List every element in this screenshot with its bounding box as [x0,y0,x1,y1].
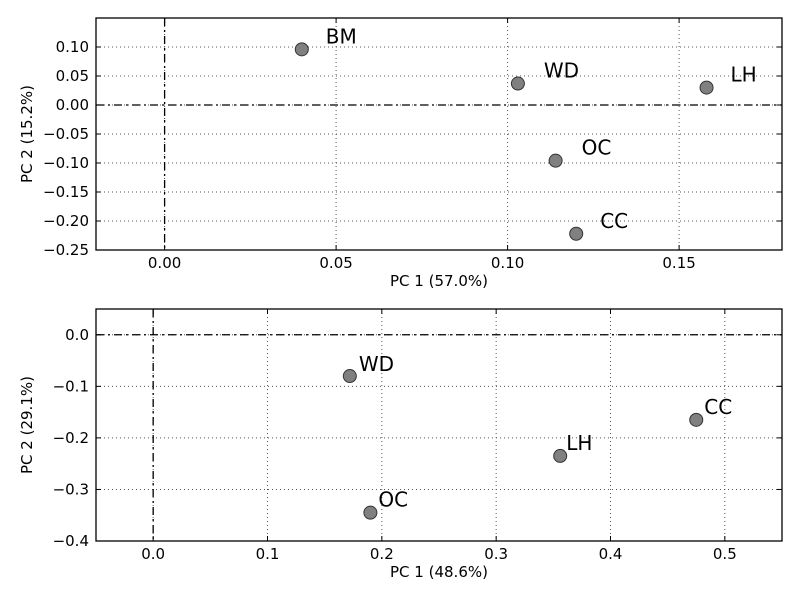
data-point-lh [699,80,714,95]
x-tick-label: 0.0 [141,545,165,563]
y-tick-label: −0.05 [43,125,89,143]
point-label-wd: WD [359,352,394,376]
y-tick-label: −0.20 [43,212,89,230]
y-tick-label: −0.10 [43,154,89,172]
y-axis-label: PC 2 (29.1%) [18,376,36,474]
point-label-lh: LH [731,63,757,87]
data-point-bm [294,42,309,57]
x-tick-label: 0.1 [256,545,280,563]
y-tick-label: 0.00 [56,96,89,114]
point-label-wd: WD [544,59,579,83]
y-tick-label: 0.0 [65,326,89,344]
x-tick-label: 0.2 [370,545,394,563]
y-tick-label: −0.2 [53,429,89,447]
point-label-lh: LH [566,431,592,455]
x-tick-label: 0.4 [599,545,623,563]
y-axis-label: PC 2 (15.2%) [18,85,36,183]
chart-panel-1: 0.00 0.05 0.10 0.15 −0.25 −0.20 −0.15 −0.10 −0.0… [18,17,783,290]
point-label-oc: OC [378,488,408,512]
y-tick-label: 0.10 [56,38,89,56]
point-label-oc: OC [582,136,612,160]
plot-frame [95,308,783,542]
x-tick-label: 0.5 [713,545,737,563]
x-tick-label: 0.00 [148,254,181,272]
x-tick-label: 0.3 [484,545,508,563]
x-tick-label: 0.15 [662,254,695,272]
data-point-oc [363,505,378,520]
data-point-lh [553,448,568,463]
data-point-oc [548,153,563,168]
data-point-cc [569,226,584,241]
y-tick-label: −0.25 [43,241,89,259]
x-tick-label: 0.10 [491,254,524,272]
y-tick-label: −0.1 [53,377,89,395]
chart-panel-2: 0.0 0.1 0.2 0.3 0.4 0.5 −0.4 −0.3 −0.2 −0.1 0.0 PC … [18,308,783,581]
point-label-cc: CC [600,209,628,233]
data-point-wd [510,76,525,91]
point-label-cc: CC [704,395,732,419]
x-axis-label: PC 1 (48.6%) [390,563,488,581]
x-axis-label: PC 1 (57.0%) [390,272,488,290]
x-tick-label: 0.05 [319,254,352,272]
data-point-wd [342,369,357,384]
y-tick-label: 0.05 [56,67,89,85]
data-point-cc [689,412,704,427]
y-tick-label: −0.15 [43,183,89,201]
y-tick-label: −0.4 [53,532,89,550]
y-tick-label: −0.3 [53,480,89,498]
point-label-bm: BM [326,24,357,48]
